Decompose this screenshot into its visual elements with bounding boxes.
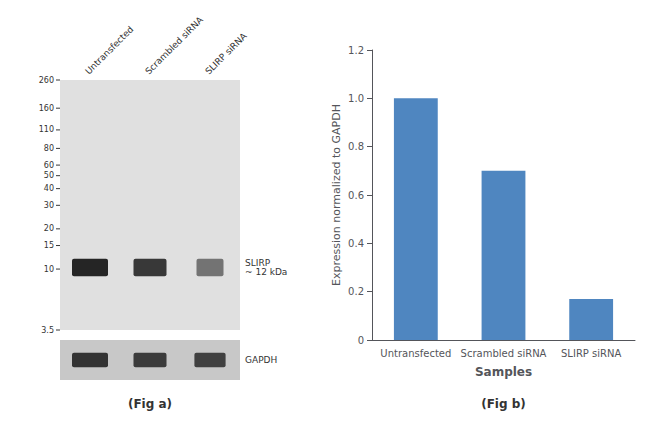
svg-text:0.6: 0.6 [348,190,364,201]
svg-text:0.8: 0.8 [348,141,364,152]
svg-text:Untransfected: Untransfected [83,24,135,76]
svg-text:0.4: 0.4 [348,238,364,249]
svg-text:Scrambled siRNA: Scrambled siRNA [143,14,205,76]
svg-text:(Fig b): (Fig b) [481,397,526,411]
svg-text:0: 0 [358,335,364,346]
svg-text:1.0: 1.0 [348,93,364,104]
svg-text:80: 80 [44,144,54,153]
svg-text:260: 260 [39,76,54,85]
svg-text:60: 60 [44,161,54,170]
svg-text:SLIRP siRNA: SLIRP siRNA [203,30,249,76]
svg-text:SLIRP siRNA: SLIRP siRNA [561,348,621,359]
svg-text:(Fig a): (Fig a) [128,397,172,411]
svg-text:3.5: 3.5 [41,326,54,335]
svg-text:Untransfected: Untransfected [380,348,451,359]
svg-text:Samples: Samples [475,365,532,379]
svg-text:40: 40 [44,184,54,193]
svg-text:0.2: 0.2 [348,286,364,297]
svg-text:1.2: 1.2 [348,45,364,56]
svg-text:Expression normalized to GAPDH: Expression normalized to GAPDH [330,104,343,286]
svg-text:GAPDH: GAPDH [245,355,277,365]
svg-text:SLIRP: SLIRP [245,258,271,268]
svg-text:30: 30 [44,201,54,210]
svg-text:20: 20 [44,224,54,233]
svg-text:50: 50 [44,171,54,180]
svg-text:Scrambled siRNA: Scrambled siRNA [461,348,547,359]
svg-text:160: 160 [39,104,54,113]
svg-text:15: 15 [44,241,54,250]
svg-text:110: 110 [39,125,54,134]
svg-text:10: 10 [44,265,54,274]
svg-text:~ 12 kDa: ~ 12 kDa [245,267,287,277]
